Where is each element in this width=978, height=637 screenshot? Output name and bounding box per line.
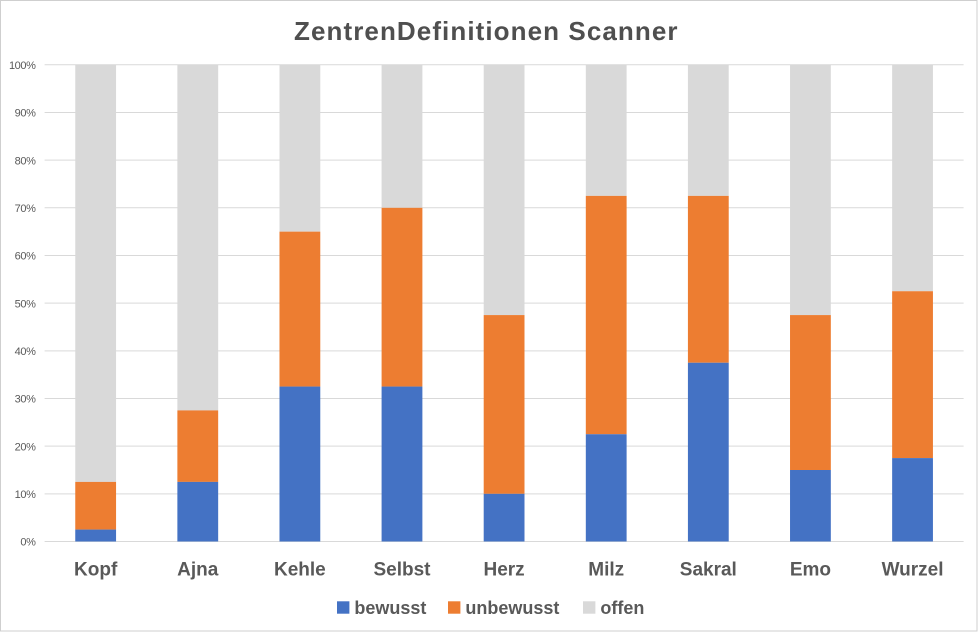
svg-text:60%: 60%: [15, 251, 36, 263]
svg-text:20%: 20%: [15, 441, 36, 453]
svg-text:50%: 50%: [15, 298, 36, 310]
svg-text:Kopf: Kopf: [74, 559, 118, 580]
svg-text:bewusst: bewusst: [354, 598, 426, 618]
svg-text:Emo: Emo: [790, 559, 831, 580]
svg-text:Herz: Herz: [484, 559, 525, 580]
svg-text:Milz: Milz: [588, 559, 624, 580]
svg-text:40%: 40%: [15, 346, 36, 358]
svg-text:Selbst: Selbst: [373, 559, 431, 580]
svg-text:30%: 30%: [15, 394, 36, 406]
svg-text:Sakral: Sakral: [680, 559, 737, 580]
svg-text:offen: offen: [600, 598, 644, 618]
svg-text:Ajna: Ajna: [177, 559, 219, 580]
svg-text:10%: 10%: [15, 489, 36, 501]
svg-text:Kehle: Kehle: [274, 559, 326, 580]
svg-text:70%: 70%: [15, 203, 36, 215]
svg-text:90%: 90%: [15, 108, 36, 120]
svg-text:100%: 100%: [9, 60, 36, 72]
svg-text:unbewusst: unbewusst: [465, 598, 559, 618]
svg-text:80%: 80%: [15, 155, 36, 167]
svg-text:0%: 0%: [20, 537, 36, 549]
svg-text:ZentrenDefinitionen Scanner: ZentrenDefinitionen Scanner: [294, 16, 679, 46]
svg-text:Wurzel: Wurzel: [882, 559, 944, 580]
